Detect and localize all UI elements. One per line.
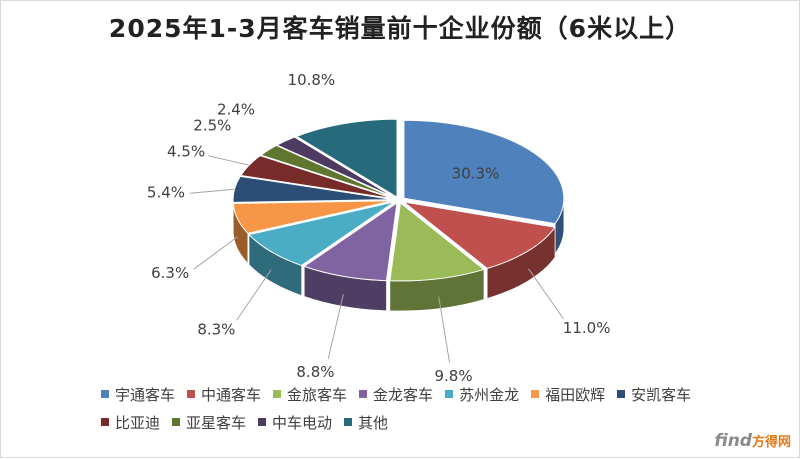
legend-swatch-4 bbox=[445, 390, 453, 398]
legend-swatch-3 bbox=[359, 390, 367, 398]
legend-item-6[interactable]: 安凯客车 bbox=[617, 385, 691, 403]
legend-item-1[interactable]: 中通客车 bbox=[187, 385, 261, 403]
legend-item-0[interactable]: 宇通客车 bbox=[101, 385, 175, 403]
legend-label-9: 中车电动 bbox=[272, 412, 332, 433]
chart-legend: 宇通客车 中通客车 金旅客车 金龙客车 苏州金龙 福田欧辉 安凯客车比亚迪 亚星客车 中车电动 其… bbox=[101, 385, 741, 431]
leader-line-7 bbox=[208, 156, 249, 165]
leader-line-5 bbox=[194, 237, 238, 269]
data-label-3: 8.8% bbox=[296, 363, 334, 381]
watermark-accent: 方得网 bbox=[752, 435, 791, 450]
legend-swatch-5 bbox=[531, 390, 539, 398]
legend-label-4: 苏州金龙 bbox=[459, 384, 519, 405]
leader-line-4 bbox=[237, 270, 272, 321]
data-label-1: 11.0% bbox=[563, 319, 611, 337]
legend-item-5[interactable]: 福田欧辉 bbox=[531, 385, 605, 403]
legend-label-7: 比亚迪 bbox=[115, 412, 160, 433]
data-label-5: 6.3% bbox=[151, 264, 189, 282]
data-label-6: 5.4% bbox=[147, 184, 185, 202]
legend-label-2: 金旅客车 bbox=[287, 384, 347, 405]
data-label-10: 10.8% bbox=[288, 71, 336, 89]
legend-item-7[interactable]: 比亚迪 bbox=[101, 413, 160, 431]
legend-swatch-10 bbox=[344, 418, 352, 426]
watermark-brand: find bbox=[714, 431, 752, 451]
legend-swatch-7 bbox=[101, 418, 109, 426]
legend-item-2[interactable]: 金旅客车 bbox=[273, 385, 347, 403]
legend-label-3: 金龙客车 bbox=[373, 384, 433, 405]
legend-swatch-6 bbox=[617, 390, 625, 398]
data-label-2: 9.8% bbox=[435, 367, 473, 385]
legend-item-4[interactable]: 苏州金龙 bbox=[445, 385, 519, 403]
data-label-7: 4.5% bbox=[167, 142, 205, 160]
data-label-0: 30.3% bbox=[452, 164, 500, 182]
legend-label-10: 其他 bbox=[358, 412, 388, 433]
site-watermark: find方得网 bbox=[714, 431, 791, 451]
legend-item-8[interactable]: 亚星客车 bbox=[172, 413, 246, 431]
data-label-4: 8.3% bbox=[197, 321, 235, 339]
data-label-9: 2.4% bbox=[217, 101, 255, 119]
data-label-8: 2.5% bbox=[193, 116, 231, 134]
legend-item-9[interactable]: 中车电动 bbox=[258, 413, 332, 431]
legend-label-8: 亚星客车 bbox=[186, 412, 246, 433]
legend-swatch-1 bbox=[187, 390, 195, 398]
legend-label-6: 安凯客车 bbox=[631, 384, 691, 405]
legend-swatch-0 bbox=[101, 390, 109, 398]
leader-line-1 bbox=[528, 269, 563, 319]
legend-swatch-2 bbox=[273, 390, 281, 398]
legend-label-0: 宇通客车 bbox=[115, 384, 175, 405]
legend-swatch-8 bbox=[172, 418, 180, 426]
leader-line-6 bbox=[190, 189, 235, 193]
legend-item-3[interactable]: 金龙客车 bbox=[359, 385, 433, 403]
legend-label-1: 中通客车 bbox=[201, 384, 261, 405]
legend-label-5: 福田欧辉 bbox=[545, 384, 605, 405]
legend-swatch-9 bbox=[258, 418, 266, 426]
legend-item-10[interactable]: 其他 bbox=[344, 413, 388, 431]
